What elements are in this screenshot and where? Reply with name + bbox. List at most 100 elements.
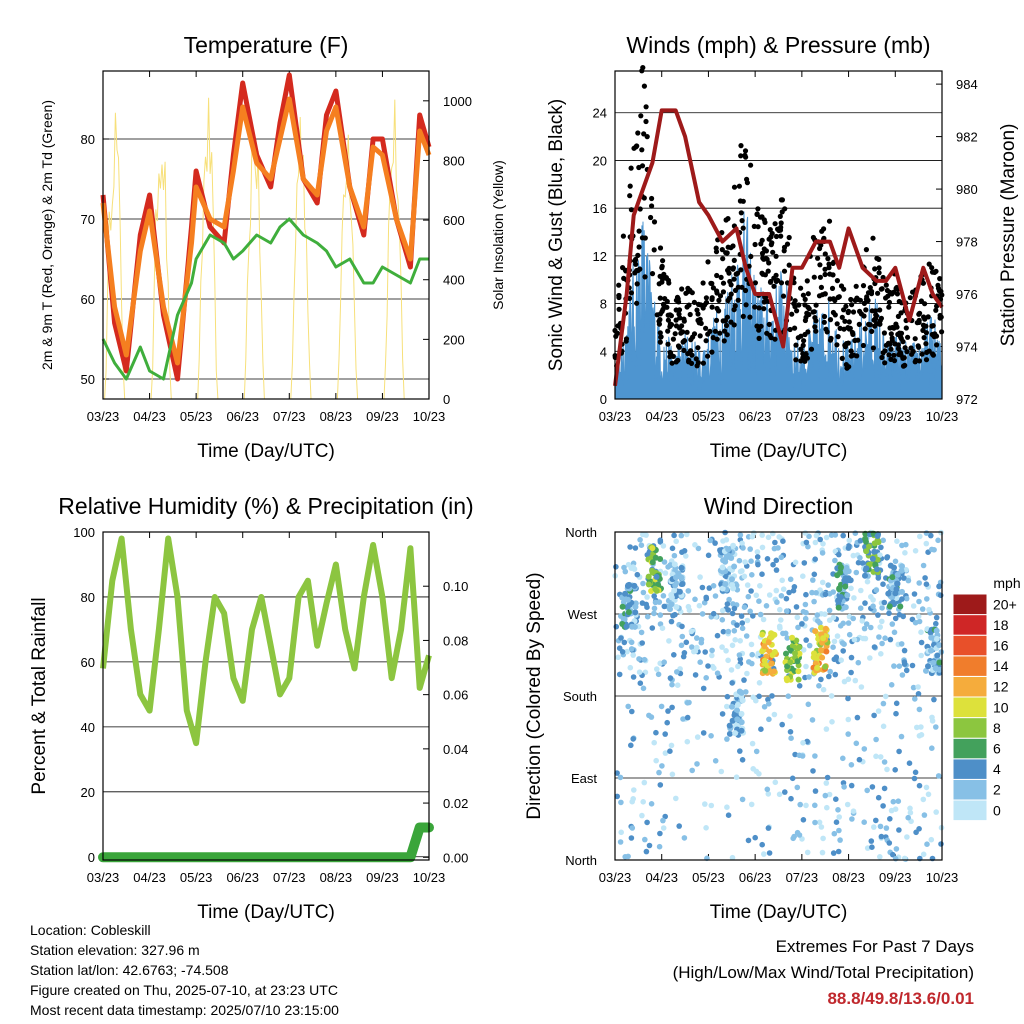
y2-tick-label: 0.08: [443, 633, 468, 648]
gust-point: [921, 335, 927, 341]
direction-point: [859, 560, 866, 566]
direction-point: [613, 623, 620, 630]
colorbar-level: 8: [993, 720, 1001, 736]
direction-point: [646, 842, 653, 849]
direction-point: [829, 719, 835, 725]
gust-point: [712, 328, 719, 334]
direction-point: [775, 545, 781, 551]
direction-point: [745, 593, 752, 600]
direction-point: [737, 638, 743, 644]
wind-pressure-panel: Winds (mph) & Pressure (mb) 03/23 04/23 05/…: [546, 32, 1019, 462]
y2-tick-label: 400: [443, 273, 465, 288]
direction-point: [835, 807, 841, 813]
direction-point: [934, 652, 941, 659]
direction-point: [933, 620, 939, 627]
colorbar-swatch: [952, 614, 988, 636]
gust-point: [738, 210, 744, 216]
direction-point: [667, 562, 674, 569]
direction-point: [874, 556, 881, 563]
direction-point: [668, 601, 675, 608]
direction-point: [842, 583, 849, 590]
direction-point: [857, 555, 863, 561]
gust-point: [822, 271, 828, 278]
gust-point: [777, 213, 783, 219]
gust-point: [830, 272, 836, 278]
direction-point: [637, 537, 643, 543]
direction-point: [741, 573, 748, 580]
gust-point: [705, 331, 711, 337]
gust-point: [697, 333, 703, 339]
gust-point: [628, 165, 634, 171]
y-tick-label: 50: [81, 372, 95, 387]
direction-point: [756, 693, 762, 700]
direction-point: [822, 792, 829, 799]
direction-point: [905, 577, 912, 584]
direction-point: [936, 642, 943, 649]
direction-point: [845, 731, 851, 737]
y-tick-label: 60: [81, 292, 95, 307]
gust-point: [798, 285, 804, 291]
gust-point: [794, 308, 800, 314]
direction-point: [614, 793, 620, 800]
direction-point: [923, 581, 930, 587]
gust-point: [934, 342, 940, 348]
gust-point: [732, 303, 738, 309]
direction-point: [846, 537, 853, 544]
gust-point: [756, 327, 762, 333]
direction-point: [728, 703, 735, 710]
direction-point: [639, 812, 645, 819]
direction-point: [722, 581, 729, 587]
direction-point: [911, 591, 918, 597]
direction-point: [787, 659, 794, 666]
gust-point: [738, 267, 744, 273]
direction-point: [817, 647, 824, 654]
gust-point: [846, 364, 852, 370]
direction-point: [697, 659, 703, 665]
direction-point: [698, 639, 705, 646]
direction-point: [938, 841, 944, 847]
direction-point: [625, 609, 632, 616]
direction-point: [818, 824, 825, 830]
direction-point: [637, 680, 644, 686]
direction-point: [708, 733, 714, 739]
direction-point: [875, 708, 882, 714]
direction-point: [877, 823, 884, 830]
direction-point: [646, 712, 652, 719]
direction-point: [803, 591, 809, 598]
gust-point: [679, 323, 685, 329]
direction-point: [873, 753, 879, 760]
direction-point: [782, 630, 789, 637]
direction-point: [923, 540, 930, 547]
gust-point: [888, 346, 894, 352]
gust-point: [681, 347, 687, 353]
direction-point: [748, 801, 755, 808]
gust-point: [871, 317, 877, 323]
x-tick-label: 07/23: [786, 870, 819, 885]
rain-line: [98, 822, 434, 863]
gust-point: [758, 323, 764, 329]
gust-point: [649, 271, 656, 277]
gust-point: [643, 104, 649, 110]
gust-point: [845, 309, 851, 316]
gust-point: [684, 329, 690, 335]
direction-point: [920, 796, 927, 803]
direction-point: [810, 768, 816, 774]
direction-point: [907, 809, 914, 816]
colorbar-swatch: [952, 737, 988, 760]
gust-point: [657, 295, 663, 301]
direction-point: [748, 588, 754, 594]
gust-point: [638, 113, 644, 119]
colorbar-level: 16: [993, 638, 1009, 654]
direction-point: [669, 771, 676, 778]
direction-point: [737, 532, 744, 538]
direction-point: [835, 597, 842, 604]
direction-point: [748, 641, 755, 648]
gust-point: [667, 321, 674, 327]
direction-point: [937, 592, 944, 599]
direction-point: [649, 545, 656, 552]
direction-point: [710, 610, 717, 617]
gust-point: [801, 338, 807, 344]
direction-point: [899, 588, 905, 595]
direction-point: [810, 577, 816, 583]
direction-point: [915, 691, 922, 697]
